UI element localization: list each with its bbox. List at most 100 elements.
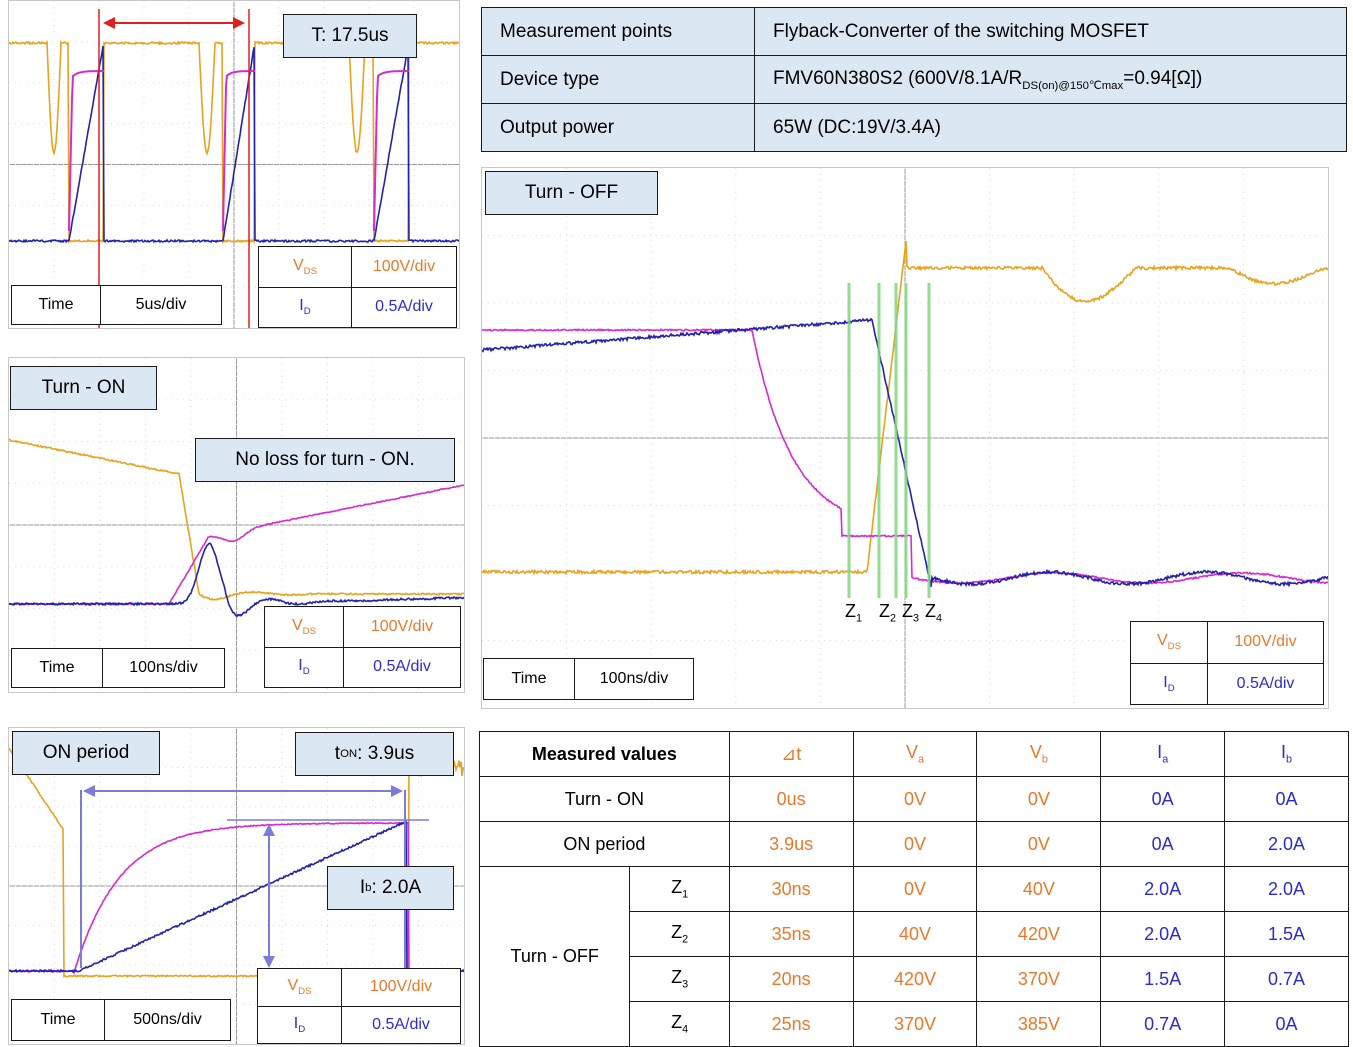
cell-ib: 0A	[1225, 1002, 1349, 1047]
meas-header-row: Measured values ⊿t Va Vb Ia Ib	[480, 732, 1349, 777]
vds-div: 100V/div	[352, 247, 457, 288]
cell-va: 370V	[853, 1002, 977, 1047]
ton-label: t ON: 3.9us	[295, 732, 454, 776]
cell-va: 0V	[853, 822, 977, 867]
cell-dt: 20ns	[729, 957, 853, 1002]
info-label: Output power	[482, 104, 755, 152]
cell-ia: 2.0A	[1101, 867, 1225, 912]
row-label: ON period	[480, 822, 730, 867]
vds-div: 100V/div	[1208, 622, 1324, 664]
cell-dt: 0us	[729, 777, 853, 822]
info-value: Flyback-Converter of the switching MOSFE…	[755, 8, 1347, 56]
id-label: ID	[265, 647, 344, 688]
ton-arrow-right-head	[391, 785, 403, 797]
cell-vb: 0V	[977, 822, 1101, 867]
cell-dt: 3.9us	[729, 822, 853, 867]
cell-ib: 2.0A	[1225, 867, 1349, 912]
turn-off-title: Turn - OFF	[485, 171, 658, 215]
period-arrow-right-head	[233, 17, 245, 29]
info-row: Device type FMV60N380S2 (600V/8.1A/RDS(o…	[482, 56, 1347, 104]
vds-label: VDS	[265, 607, 344, 648]
cell-ia: 1.5A	[1101, 957, 1225, 1002]
info-label: Measurement points	[482, 8, 755, 56]
cell-vb: 370V	[977, 957, 1101, 1002]
ib-arrow-bottom-head	[263, 956, 275, 968]
meas-row-turn-on: Turn - ON 0us 0V 0V 0A 0A	[480, 777, 1349, 822]
cell-z: Z1	[630, 867, 729, 912]
id-label: ID	[258, 1006, 342, 1044]
cell-ib: 0.7A	[1225, 957, 1349, 1002]
time-div: 100ns/div	[575, 659, 694, 700]
scope-period: T: 17.5us Time 5us/div VDS 100V/div ID 0.5A…	[8, 0, 460, 329]
cell-ia: 0.7A	[1101, 1002, 1225, 1047]
time-div: 100ns/div	[103, 649, 225, 688]
meas-header-va: Va	[853, 732, 977, 777]
cell-ia: 0A	[1101, 777, 1225, 822]
id-div: 0.5A/div	[342, 1006, 461, 1044]
turn-off-scale-box: VDS 100V/div ID 0.5A/div	[1130, 621, 1324, 705]
id-label: ID	[259, 287, 352, 328]
turn-off-time-box: Time 100ns/div	[483, 658, 694, 700]
info-value: 65W (DC:19V/3.4A)	[755, 104, 1347, 152]
cell-vb: 420V	[977, 912, 1101, 957]
turn-on-title: Turn - ON	[10, 366, 157, 410]
info-value: FMV60N380S2 (600V/8.1A/RDS(on)@150℃max=0…	[755, 56, 1347, 104]
turn-on-note: No loss for turn - ON.	[195, 438, 455, 482]
info-row: Measurement points Flyback-Converter of …	[482, 8, 1347, 56]
scope-on-period: ON period t ON: 3.9us Ib: 2.0A Time 500ns/…	[8, 727, 465, 1045]
cell-va: 0V	[853, 867, 977, 912]
vds-label: VDS	[1131, 622, 1208, 664]
time-label: Time	[12, 286, 101, 325]
id-div: 0.5A/div	[1208, 663, 1324, 705]
id-div: 0.5A/div	[352, 287, 457, 328]
cell-z: Z2	[630, 912, 729, 957]
cell-ib: 1.5A	[1225, 912, 1349, 957]
cell-vb: 40V	[977, 867, 1101, 912]
vds-label: VDS	[258, 969, 342, 1007]
vds-div: 100V/div	[344, 607, 461, 648]
info-label: Device type	[482, 56, 755, 104]
id-div: 0.5A/div	[344, 647, 461, 688]
info-table: Measurement points Flyback-Converter of …	[481, 7, 1347, 152]
scope-turn-off: Turn - OFF Z1 Z2 Z3 Z4 Time 100ns/div VDS…	[481, 167, 1329, 709]
z1-label: Z1	[845, 601, 862, 625]
cell-vb: 0V	[977, 777, 1101, 822]
cell-dt: 35ns	[729, 912, 853, 957]
z2-label: Z2	[879, 601, 896, 625]
ton-arrow-left-head	[83, 785, 95, 797]
time-label: Time	[484, 659, 575, 700]
time-label: Time	[12, 1000, 105, 1041]
cell-va: 0V	[853, 777, 977, 822]
meas-header-dt: ⊿t	[729, 732, 853, 777]
on-period-time-box: Time 500ns/div	[11, 999, 231, 1041]
time-div: 5us/div	[101, 286, 222, 325]
id-label: ID	[1131, 663, 1208, 705]
scope-turn-on: Turn - ON No loss for turn - ON. Time 100…	[8, 357, 465, 693]
meas-header-vb: Vb	[977, 732, 1101, 777]
time-label: Time	[12, 649, 103, 688]
on-period-title: ON period	[12, 731, 160, 775]
cell-z: Z4	[630, 1002, 729, 1047]
row-label: Turn - OFF	[480, 867, 630, 1047]
meas-header-title: Measured values	[480, 732, 730, 777]
cell-dt: 30ns	[729, 867, 853, 912]
cell-va: 420V	[853, 957, 977, 1002]
on-period-scale-box: VDS 100V/div ID 0.5A/div	[257, 968, 461, 1044]
meas-header-ia: Ia	[1101, 732, 1225, 777]
ib-label: Ib: 2.0A	[327, 866, 454, 910]
z4-label: Z4	[925, 601, 942, 625]
meas-row-on-period: ON period 3.9us 0V 0V 0A 2.0A	[480, 822, 1349, 867]
row-label: Turn - ON	[480, 777, 730, 822]
cell-ia: 2.0A	[1101, 912, 1225, 957]
cell-ib: 2.0A	[1225, 822, 1349, 867]
info-row: Output power 65W (DC:19V/3.4A)	[482, 104, 1347, 152]
turn-on-scale-box: VDS 100V/div ID 0.5A/div	[264, 606, 461, 688]
meas-header-ib: Ib	[1225, 732, 1349, 777]
cell-ib: 0A	[1225, 777, 1349, 822]
vds-div: 100V/div	[342, 969, 461, 1007]
cell-vb: 385V	[977, 1002, 1101, 1047]
cell-dt: 25ns	[729, 1002, 853, 1047]
time-div: 500ns/div	[105, 1000, 231, 1041]
cell-va: 40V	[853, 912, 977, 957]
cell-z: Z3	[630, 957, 729, 1002]
